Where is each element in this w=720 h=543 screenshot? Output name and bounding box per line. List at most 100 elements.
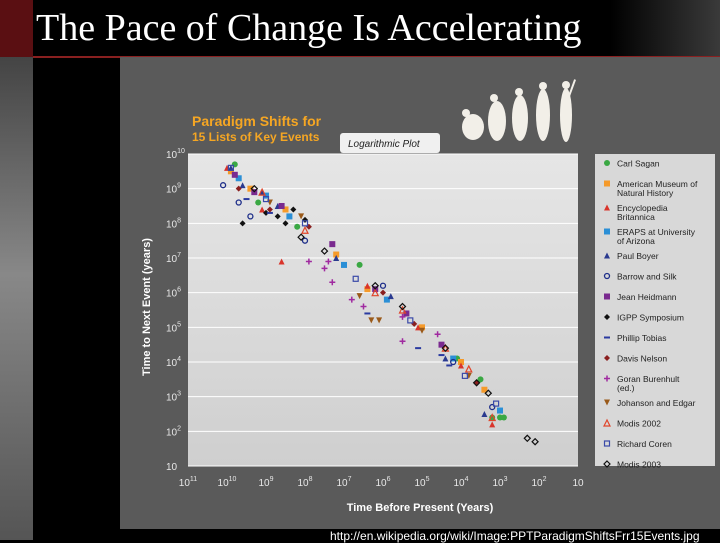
- legend-label: Davis Nelson: [617, 354, 667, 364]
- legend-marker: [604, 252, 610, 259]
- data-point: [301, 225, 309, 234]
- legend-label: Goran Burenhult (ed.): [617, 374, 680, 393]
- data-point: [458, 362, 464, 369]
- data-point: [450, 358, 457, 366]
- data-point: [376, 317, 383, 324]
- data-point: [489, 414, 496, 421]
- data-point: [274, 213, 281, 220]
- x-axis-ticks: 1011 1010 109 108 107 106 105 104 103 102 10: [179, 476, 584, 489]
- data-point: [371, 281, 380, 290]
- data-point: [263, 209, 269, 216]
- data-point: [235, 185, 242, 192]
- x-tick-label: 107: [336, 476, 351, 489]
- data-point: [278, 203, 285, 209]
- data-point: [497, 407, 503, 414]
- data-point: [368, 317, 375, 324]
- data-point: [488, 413, 497, 422]
- data-point: [247, 185, 254, 192]
- x-tick-label: 10: [572, 478, 584, 489]
- legend-label: ERAPS at University of Arizona: [617, 227, 696, 246]
- data-point: [419, 327, 425, 334]
- x-tick-label: 104: [453, 476, 468, 489]
- data-point: [333, 255, 340, 261]
- legend-marker: [604, 160, 610, 166]
- data-point: [371, 288, 380, 297]
- data-point: [348, 296, 355, 303]
- data-point: [298, 213, 305, 220]
- data-point: [380, 289, 386, 296]
- data-point: [227, 168, 234, 175]
- data-point: [356, 261, 363, 268]
- legend-marker: [603, 460, 611, 468]
- legend-label: Jean Heidmann: [617, 292, 677, 302]
- legend: Carl Sagan American Museum of Natural Hist…: [603, 159, 698, 470]
- y-tick-label: 103: [166, 391, 181, 404]
- data-point: [231, 161, 238, 168]
- data-point: [360, 303, 367, 310]
- data-point: [472, 378, 481, 387]
- data-point: [383, 296, 390, 303]
- data-point: [461, 372, 468, 379]
- data-point: [493, 400, 500, 407]
- data-point: [434, 331, 441, 338]
- data-point: [286, 213, 293, 220]
- data-point: [321, 265, 328, 272]
- data-point: [500, 414, 507, 421]
- chart-subtitle-box: [340, 133, 440, 153]
- data-point: [227, 164, 234, 171]
- legend-label: Paul Boyer: [617, 251, 659, 261]
- legend-marker: [604, 375, 610, 382]
- data-point: [489, 403, 496, 411]
- data-point: [231, 171, 238, 178]
- data-point: [407, 317, 414, 324]
- data-point: [489, 421, 496, 428]
- legend-marker: [604, 180, 610, 187]
- data-point: [379, 282, 387, 289]
- source-url[interactable]: http://en.wikipedia.org/wiki/Image:PPTPa…: [330, 529, 700, 543]
- legend-label: Carl Sagan: [617, 159, 660, 169]
- data-point: [258, 187, 267, 196]
- data-point: [320, 247, 329, 255]
- y-tick-label: 1010: [166, 148, 185, 161]
- data-point: [290, 206, 297, 213]
- legend-marker: [604, 293, 610, 300]
- legend-marker: [604, 355, 610, 361]
- data-point: [481, 386, 488, 393]
- legend-marker: [603, 440, 611, 447]
- legend-label: Encyclopedia Britannica: [617, 203, 668, 222]
- legend-marker: [603, 418, 611, 427]
- data-point: [325, 258, 332, 265]
- data-point: [458, 359, 464, 365]
- data-point: [329, 241, 336, 248]
- data-point: [301, 237, 309, 244]
- y-axis-ticks: 1010 109 108 107 106 105 104 103 102 10: [166, 148, 185, 473]
- y-tick-label: 104: [166, 356, 181, 369]
- x-tick-label: 105: [414, 476, 429, 489]
- data-point: [341, 261, 347, 268]
- x-axis-label: Time Before Present (Years): [347, 502, 494, 514]
- legend-label: Modis 2003: [617, 460, 661, 470]
- data-point: [352, 275, 359, 282]
- legend-label: Barrow and Silk: [617, 272, 677, 282]
- data-point: [278, 258, 285, 265]
- decorative-left-strip: [0, 57, 33, 540]
- data-point: [398, 302, 407, 311]
- legend-marker: [604, 204, 610, 211]
- data-point: [329, 279, 336, 286]
- data-point: [282, 220, 289, 227]
- legend-marker: [604, 314, 610, 320]
- title-bar: [0, 0, 720, 57]
- y-tick-label: 105: [166, 321, 181, 334]
- data-point: [247, 213, 254, 220]
- data-point: [333, 251, 340, 258]
- data-point: [266, 206, 273, 213]
- plot-area: [188, 154, 578, 466]
- chart-title-line1: Paradigm Shifts for: [192, 113, 322, 129]
- data-point: [235, 199, 242, 206]
- data-point: [297, 233, 305, 242]
- data-point: [255, 199, 262, 206]
- data-point: [399, 313, 406, 320]
- y-tick-label: 10: [166, 462, 178, 473]
- x-tick-label: 1011: [179, 476, 197, 489]
- paradigm-shift-chart: Paradigm Shifts for 15 Lists of Key Even…: [120, 57, 720, 529]
